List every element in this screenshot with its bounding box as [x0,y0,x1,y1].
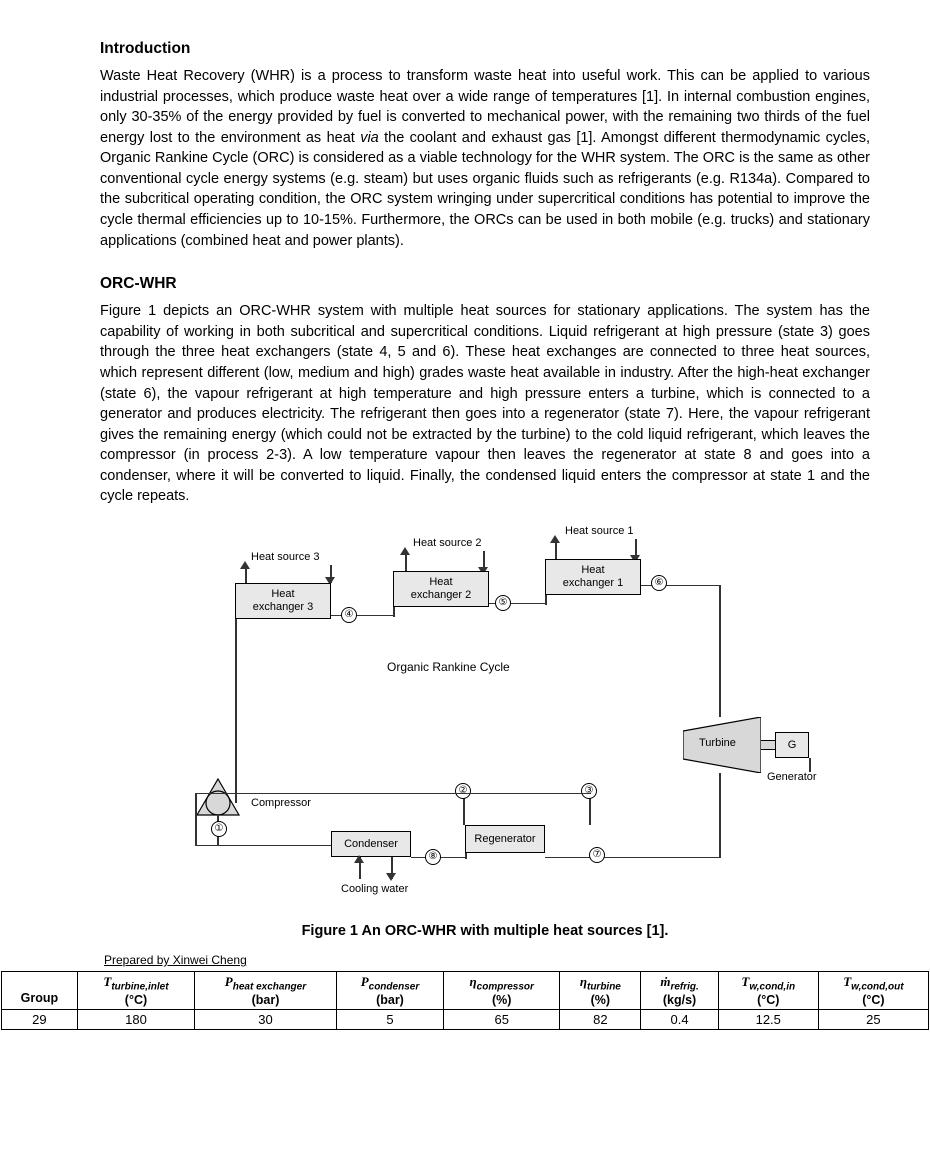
generator-box: G [775,732,809,758]
cell-t-w-cond-in: 12.5 [718,1009,818,1029]
cell-t-w-cond-out: 25 [818,1009,928,1029]
intro-heading: Introduction [100,40,870,58]
cell-p-heat-exchanger: 30 [195,1009,337,1029]
state-1: ① [211,821,227,837]
state-7: ⑦ [589,847,605,863]
state-8: ⑧ [425,849,441,865]
he2-box: Heatexchanger 2 [393,571,489,607]
state-3: ③ [581,783,597,799]
orc-heading: ORC-WHR [100,275,870,293]
compressor-label: Compressor [251,797,311,809]
col-group: Group [2,971,78,1009]
compressor-shape [195,777,239,813]
col-eta-turbine: ηturbine (%) [560,971,641,1009]
cell-t-turbine-inlet: 180 [77,1009,194,1029]
col-t-w-cond-in: Tw,cond,in (°C) [718,971,818,1009]
cycle-title: Organic Rankine Cycle [387,660,510,674]
hs1-label: Heat source 1 [565,525,633,537]
state-5: ⑤ [495,595,511,611]
figure-caption: Figure 1 An ORC-WHR with multiple heat s… [100,923,870,939]
col-p-condenser: Pcondenser (bar) [336,971,443,1009]
figure-1-diagram: Heat source 3 Heat source 2 Heat source … [135,525,835,915]
hs3-label: Heat source 3 [251,551,319,563]
cell-eta-compressor: 65 [444,1009,560,1029]
intro-paragraph: Waste Heat Recovery (WHR) is a process t… [100,66,870,251]
regenerator-box: Regenerator [465,825,545,853]
cooling-label: Cooling water [341,883,408,895]
state-2: ② [455,783,471,799]
table-data-row: 29 180 30 5 65 82 0.4 12.5 25 [2,1009,929,1029]
col-p-heat-exchanger: Pheat exchanger (bar) [195,971,337,1009]
col-eta-compressor: ηcompressor (%) [444,971,560,1009]
state-6: ⑥ [651,575,667,591]
generator-label: Generator [767,771,817,783]
prepared-by: Prepared by Xinwei Cheng [104,953,870,967]
he1-box: Heatexchanger 1 [545,559,641,595]
col-m-refrig: ṁrefrig. (kg/s) [641,971,718,1009]
condenser-box: Condenser [331,831,411,857]
col-t-turbine-inlet: Tturbine,inlet (°C) [77,971,194,1009]
turbine-label: Turbine [699,737,736,749]
cell-eta-turbine: 82 [560,1009,641,1029]
orc-paragraph: Figure 1 depicts an ORC-WHR system with … [100,301,870,507]
cell-p-condenser: 5 [336,1009,443,1029]
parameters-table: Group Tturbine,inlet (°C) Pheat exchange… [1,971,929,1030]
state-4: ④ [341,607,357,623]
cell-m-refrig: 0.4 [641,1009,718,1029]
table-header-row: Group Tturbine,inlet (°C) Pheat exchange… [2,971,929,1009]
he3-box: Heatexchanger 3 [235,583,331,619]
cell-group: 29 [2,1009,78,1029]
hs2-label: Heat source 2 [413,537,481,549]
col-t-w-cond-out: Tw,cond,out (°C) [818,971,928,1009]
